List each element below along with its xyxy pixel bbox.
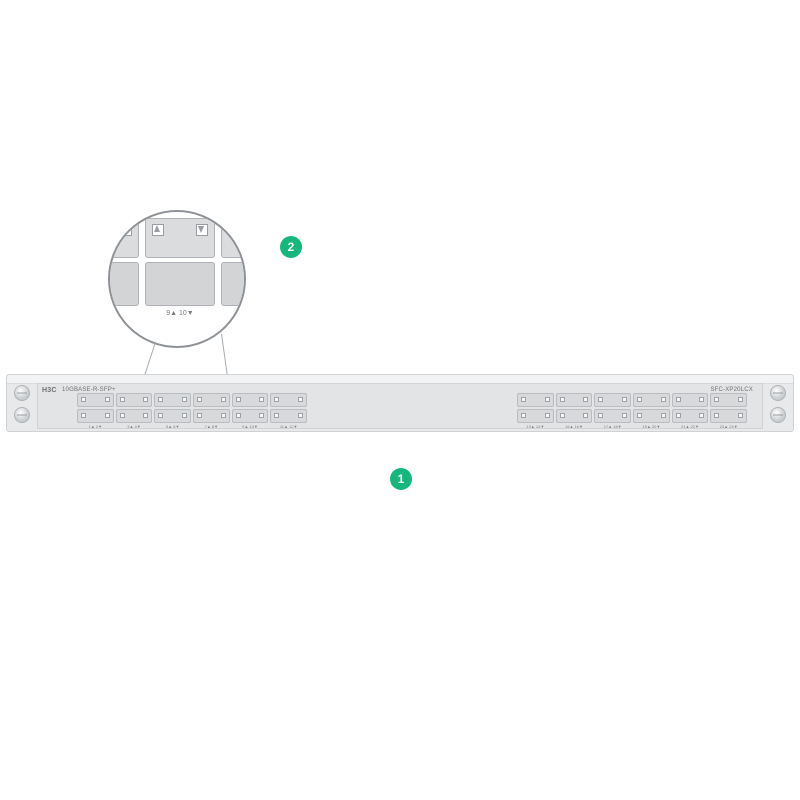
- chassis: H3C 10GBASE-R-SFP+ SFC-XP20LCX: [6, 374, 794, 432]
- callout-label: 1: [398, 472, 405, 486]
- callout-label: 2: [288, 240, 295, 254]
- detail-row-upper: [108, 218, 246, 258]
- port-group-1: 13▲ 14▼ 15▲ 16▼ 17▲ 18▼ 19▲ 20▼ 21▲ 22▼ …: [517, 393, 747, 429]
- led-up-icon: [228, 224, 240, 236]
- detail-inset: 7▲ 8▼ 9▲ 10▼ 11▲ 12▼: [108, 210, 246, 348]
- sfp-port: [594, 393, 631, 407]
- sfp-port: [710, 393, 747, 407]
- sfp-port: [633, 409, 670, 423]
- detail-row-lower: [108, 262, 246, 306]
- screw-icon: [14, 407, 30, 423]
- sfp-port: [556, 393, 593, 407]
- sfp-port: [232, 409, 269, 423]
- sfp-port: [633, 393, 670, 407]
- detail-port: [221, 218, 246, 258]
- port-label: 11▲ 12▼: [270, 424, 307, 429]
- detail-port-label: 9▲ 10▼: [145, 310, 214, 317]
- detail-port: [221, 262, 246, 306]
- mounting-ear-left: [11, 385, 33, 423]
- sfp-port: [517, 409, 554, 423]
- detail-port: [108, 262, 139, 306]
- port-row: [517, 393, 747, 407]
- sfp-port: [672, 409, 709, 423]
- sfp-port: [270, 393, 307, 407]
- sfp-port: [594, 409, 631, 423]
- port-row: [517, 409, 747, 423]
- port-row: [77, 409, 307, 423]
- port-label: 21▲ 22▼: [672, 424, 709, 429]
- port-label: 23▲ 24▼: [710, 424, 747, 429]
- sfp-port: [193, 393, 230, 407]
- port-labels: 1▲ 2▼ 3▲ 4▼ 5▲ 6▼ 7▲ 8▼ 9▲ 10▼ 11▲ 12▼: [77, 424, 307, 429]
- port-label: 13▲ 14▼: [517, 424, 554, 429]
- sfp-port: [154, 409, 191, 423]
- detail-port: [145, 218, 214, 258]
- detail-port-label: 7▲ 8▼: [108, 310, 139, 317]
- screw-icon: [14, 385, 30, 401]
- led-up-icon: [152, 224, 164, 236]
- callout-badge-2: 2: [280, 236, 302, 258]
- detail-port: [145, 262, 214, 306]
- led-down-icon: [196, 224, 208, 236]
- port-label: 5▲ 6▼: [154, 424, 191, 429]
- screw-icon: [770, 407, 786, 423]
- port-group-0: 1▲ 2▼ 3▲ 4▼ 5▲ 6▼ 7▲ 8▼ 9▲ 10▼ 11▲ 12▼: [77, 393, 307, 429]
- mounting-ear-right: [767, 385, 789, 423]
- detail-port-label: 11▲ 12▼: [221, 310, 246, 317]
- diagram-stage: 7▲ 8▼ 9▲ 10▼ 11▲ 12▼ H3C 10GBASE-R-SFP+ …: [0, 0, 800, 800]
- screw-icon: [770, 385, 786, 401]
- port-label: 19▲ 20▼: [633, 424, 670, 429]
- sfp-port: [116, 409, 153, 423]
- led-down-icon: [120, 224, 132, 236]
- sfp-port: [154, 393, 191, 407]
- port-label: 15▲ 16▼: [556, 424, 593, 429]
- sfp-port: [193, 409, 230, 423]
- sfp-port: [270, 409, 307, 423]
- sfp-port: [232, 393, 269, 407]
- sfp-port: [77, 409, 114, 423]
- port-label: 1▲ 2▼: [77, 424, 114, 429]
- port-label: 3▲ 4▼: [116, 424, 153, 429]
- port-label: 9▲ 10▼: [232, 424, 269, 429]
- sfp-port: [517, 393, 554, 407]
- brand-label: H3C: [42, 387, 57, 394]
- sfp-port: [116, 393, 153, 407]
- detail-labels: 7▲ 8▼ 9▲ 10▼ 11▲ 12▼: [108, 310, 246, 317]
- callout-badge-1: 1: [390, 468, 412, 490]
- port-label: 7▲ 8▼: [193, 424, 230, 429]
- sfp-port: [77, 393, 114, 407]
- sfp-port: [710, 409, 747, 423]
- detail-content: [108, 218, 246, 310]
- port-row: [77, 393, 307, 407]
- sfp-port: [672, 393, 709, 407]
- port-label: 17▲ 18▼: [594, 424, 631, 429]
- port-labels: 13▲ 14▼ 15▲ 16▼ 17▲ 18▼ 19▲ 20▼ 21▲ 22▼ …: [517, 424, 747, 429]
- detail-port: [108, 218, 139, 258]
- sfp-port: [556, 409, 593, 423]
